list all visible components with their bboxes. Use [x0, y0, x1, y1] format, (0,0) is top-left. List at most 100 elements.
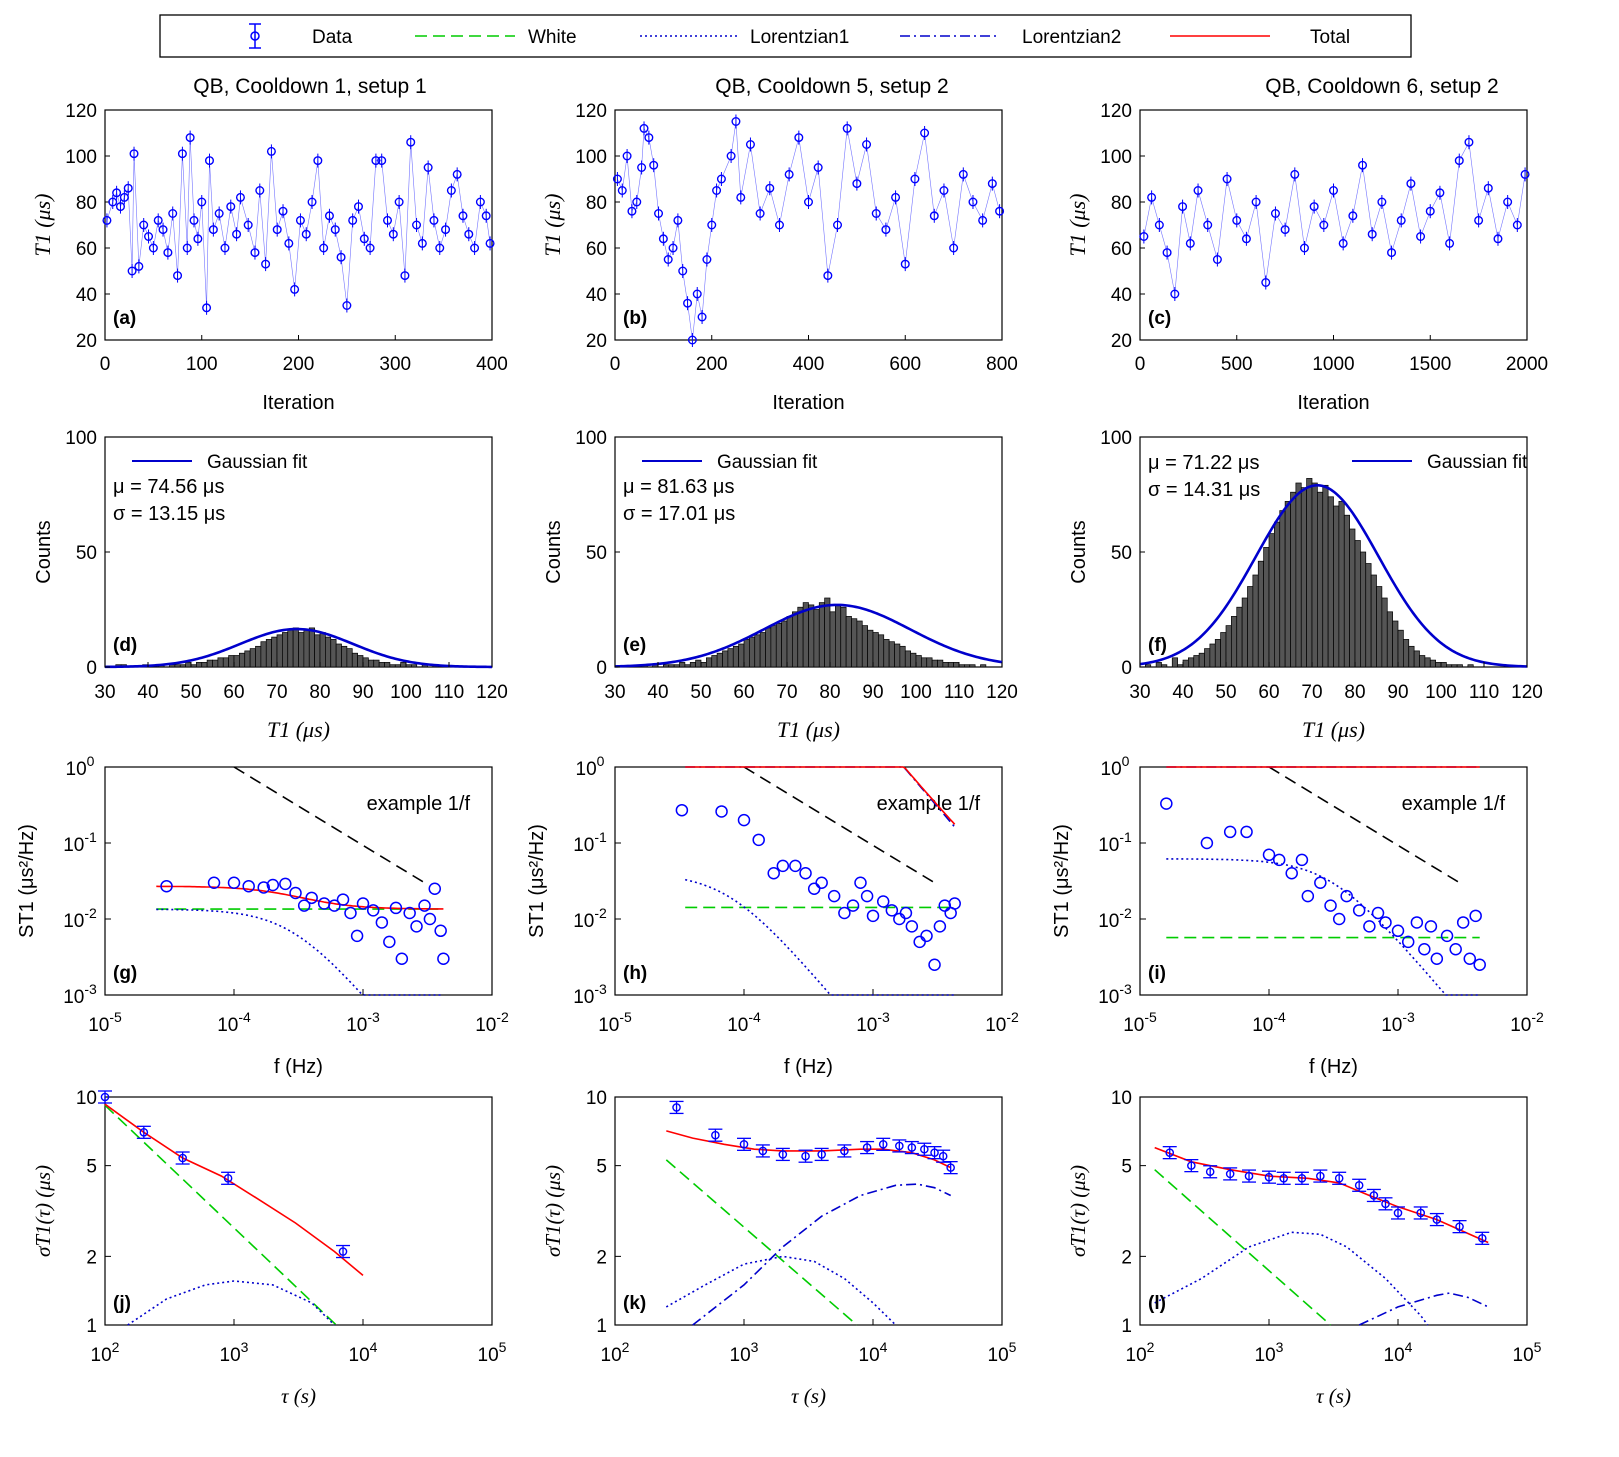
histogram-bar: [813, 609, 820, 668]
data-point: [383, 935, 396, 949]
x-tick-label: 80: [1344, 682, 1365, 703]
histogram-bar: [840, 606, 847, 668]
data-point: [949, 243, 959, 253]
histogram-bar: [851, 618, 858, 668]
histogram-bar: [1220, 632, 1227, 668]
data-point: [441, 225, 451, 235]
histogram-bar: [1268, 533, 1275, 668]
axes-frame: [104, 766, 493, 996]
histogram-bar: [1284, 501, 1291, 668]
histogram-bar: [185, 662, 192, 668]
data-point: [1424, 920, 1438, 933]
data-point: [158, 225, 168, 235]
data-point: [1338, 238, 1348, 248]
panel-h: 10-5 10-4 10-3 10-2 10-3 10-2 10-1 100 f (Hz) ST1…: [526, 753, 1019, 1078]
data-point: [678, 266, 688, 276]
y-tick-label: 10-1: [573, 829, 607, 856]
data-point: [119, 192, 129, 202]
legend-label: White: [528, 27, 577, 48]
y-tick-label: 60: [76, 239, 97, 260]
histogram-bar: [346, 648, 353, 668]
histogram-bar: [1193, 655, 1200, 668]
y-tick-label: 10-3: [573, 981, 607, 1008]
histogram-bar: [217, 657, 224, 668]
y-axis-label: σT1(τ) (μs): [1066, 1165, 1090, 1257]
fit-parameter: σ = 14.31 μs: [1148, 479, 1260, 501]
histogram-bar: [212, 659, 219, 668]
histogram-bar: [1317, 491, 1324, 668]
histogram-bar: [1274, 521, 1281, 668]
histogram-bar: [1257, 560, 1264, 668]
data-point: [1379, 916, 1392, 929]
x-tick-label: 300: [379, 354, 411, 375]
histogram-bar: [781, 620, 788, 668]
data-point: [1301, 889, 1315, 903]
y-tick-label: 100: [65, 147, 97, 168]
histogram-bar: [357, 655, 364, 668]
x-tick-label: 0: [1135, 354, 1146, 375]
data-point: [692, 289, 702, 299]
x-tick-label: 90: [862, 682, 883, 703]
histogram-bar: [341, 645, 348, 668]
x-tick-label: 30: [604, 682, 625, 703]
x-tick-label: 90: [1387, 682, 1408, 703]
histogram-bar: [271, 636, 278, 668]
data-point: [1314, 876, 1327, 889]
data-point: [938, 1151, 948, 1161]
data-point: [672, 1103, 681, 1112]
data-point: [899, 906, 913, 920]
x-tick-label: 10-5: [1123, 1009, 1157, 1036]
y-tick-label: 100: [1101, 753, 1130, 780]
x-tick-label: 90: [352, 682, 373, 703]
data-point: [435, 243, 445, 253]
data-point: [290, 284, 300, 294]
panel-label: (f): [1148, 635, 1167, 656]
histogram-bar: [1435, 662, 1442, 668]
data-point: [1334, 1173, 1344, 1183]
x-axis-label: f (Hz): [1309, 1056, 1358, 1078]
data-point: [226, 202, 236, 212]
data-point: [359, 234, 369, 244]
y-tick-label: 100: [575, 147, 607, 168]
data-point: [223, 1173, 233, 1183]
data-point: [1396, 215, 1406, 225]
histogram-bar: [1300, 487, 1307, 668]
histogram-bar: [689, 662, 696, 668]
data-point: [673, 215, 683, 225]
y-tick-label: 40: [1111, 285, 1132, 306]
data-point: [933, 920, 947, 933]
data-trace: [1143, 141, 1526, 295]
histogram-bar: [368, 659, 375, 668]
fit-parameter: σ = 17.01 μs: [623, 503, 735, 525]
x-axis-label: Iteration: [1297, 392, 1369, 414]
x-axis-label: T1 (μs): [267, 717, 330, 742]
histogram-bar: [394, 664, 401, 668]
data-point: [148, 243, 158, 253]
histogram-bar: [695, 659, 702, 668]
histogram-bar: [1392, 620, 1399, 668]
axes-frame: [614, 1096, 1003, 1326]
data-point: [1348, 211, 1358, 221]
x-tick-label: 50: [1215, 682, 1236, 703]
data-point: [946, 1163, 955, 1172]
histogram-bar: [953, 662, 960, 668]
x-tick-label: 40: [137, 682, 158, 703]
y-tick-label: 100: [1100, 147, 1132, 168]
data-point: [301, 229, 311, 239]
histogram-bar: [743, 639, 750, 668]
data-point: [423, 912, 437, 926]
histogram-bar: [276, 634, 283, 668]
histogram-bar: [1343, 514, 1350, 668]
histogram-bar: [1247, 586, 1254, 668]
example-1f-line: [1268, 766, 1460, 884]
histogram-bar: [845, 616, 852, 668]
column-title: QB, Cooldown 6, setup 2: [1265, 75, 1498, 98]
legend-label: Total: [1310, 27, 1350, 48]
data-point: [895, 1141, 904, 1151]
histogram-bar: [319, 632, 326, 668]
x-tick-label: 100: [900, 682, 932, 703]
data-point: [1203, 220, 1213, 230]
histogram-bar: [1231, 616, 1238, 668]
x-axis-label: T1 (μs): [1302, 717, 1365, 742]
x-tick-label: 70: [1301, 682, 1322, 703]
